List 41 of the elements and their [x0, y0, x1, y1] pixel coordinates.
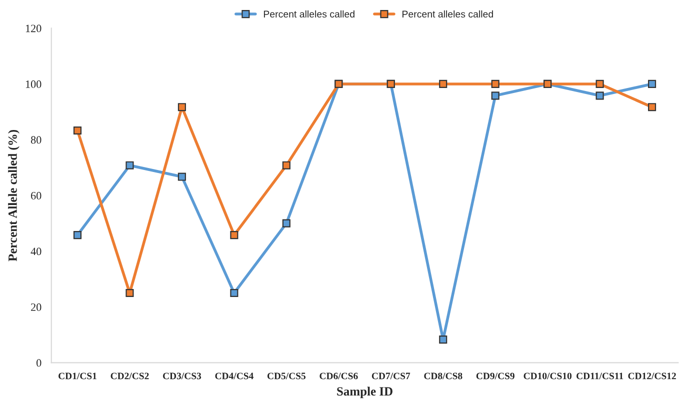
- x-tick-label: CD5/CS5: [267, 372, 306, 380]
- x-tick-label: CD1/CS1: [58, 372, 96, 380]
- point: [126, 161, 134, 170]
- y-tick-label: 40: [30, 248, 42, 256]
- point: [282, 161, 290, 170]
- point: [126, 288, 134, 298]
- x-tick-label: CD11/CS11: [576, 372, 624, 380]
- point: [178, 103, 186, 112]
- point: [230, 288, 238, 298]
- y-tick-label: 100: [26, 80, 42, 88]
- point: [596, 92, 604, 100]
- x-tick-label: CD12/CS12: [628, 372, 676, 380]
- point: [230, 231, 238, 240]
- y-tick-label: 120: [26, 24, 42, 32]
- point: [178, 172, 186, 181]
- point: [648, 103, 656, 112]
- legend-label: Percent alleles called: [264, 10, 354, 18]
- y-tick-label: 0: [36, 359, 42, 367]
- point: [491, 80, 500, 88]
- x-tick-label: CD3/CS3: [162, 372, 202, 380]
- point: [439, 80, 448, 88]
- x-tick-label: CD4/CS4: [215, 372, 254, 380]
- x-tick-label: CD6/CS6: [320, 372, 358, 380]
- point: [73, 126, 82, 135]
- x-tick-label: CD8/CS8: [424, 372, 462, 380]
- legend-label: Percent alleles called: [402, 10, 493, 18]
- y-tick-label: 20: [31, 303, 42, 311]
- x-tick-label: CD10/CS10: [524, 372, 572, 380]
- point: [596, 80, 604, 88]
- point: [73, 231, 82, 240]
- x-tick-label: CD9/CS9: [476, 372, 514, 380]
- point: [491, 92, 500, 100]
- y-tick-label: 80: [30, 136, 42, 144]
- point: [439, 336, 448, 344]
- y-tick-label: 60: [31, 192, 42, 200]
- y-axis-title: Percent Allele called (%): [8, 130, 20, 262]
- x-axis-title: Sample ID: [337, 386, 392, 398]
- x-tick-label: CD7/CS7: [372, 372, 410, 380]
- point: [282, 219, 290, 228]
- x-tick-label: CD2/CS2: [110, 372, 149, 380]
- point: [648, 80, 656, 88]
